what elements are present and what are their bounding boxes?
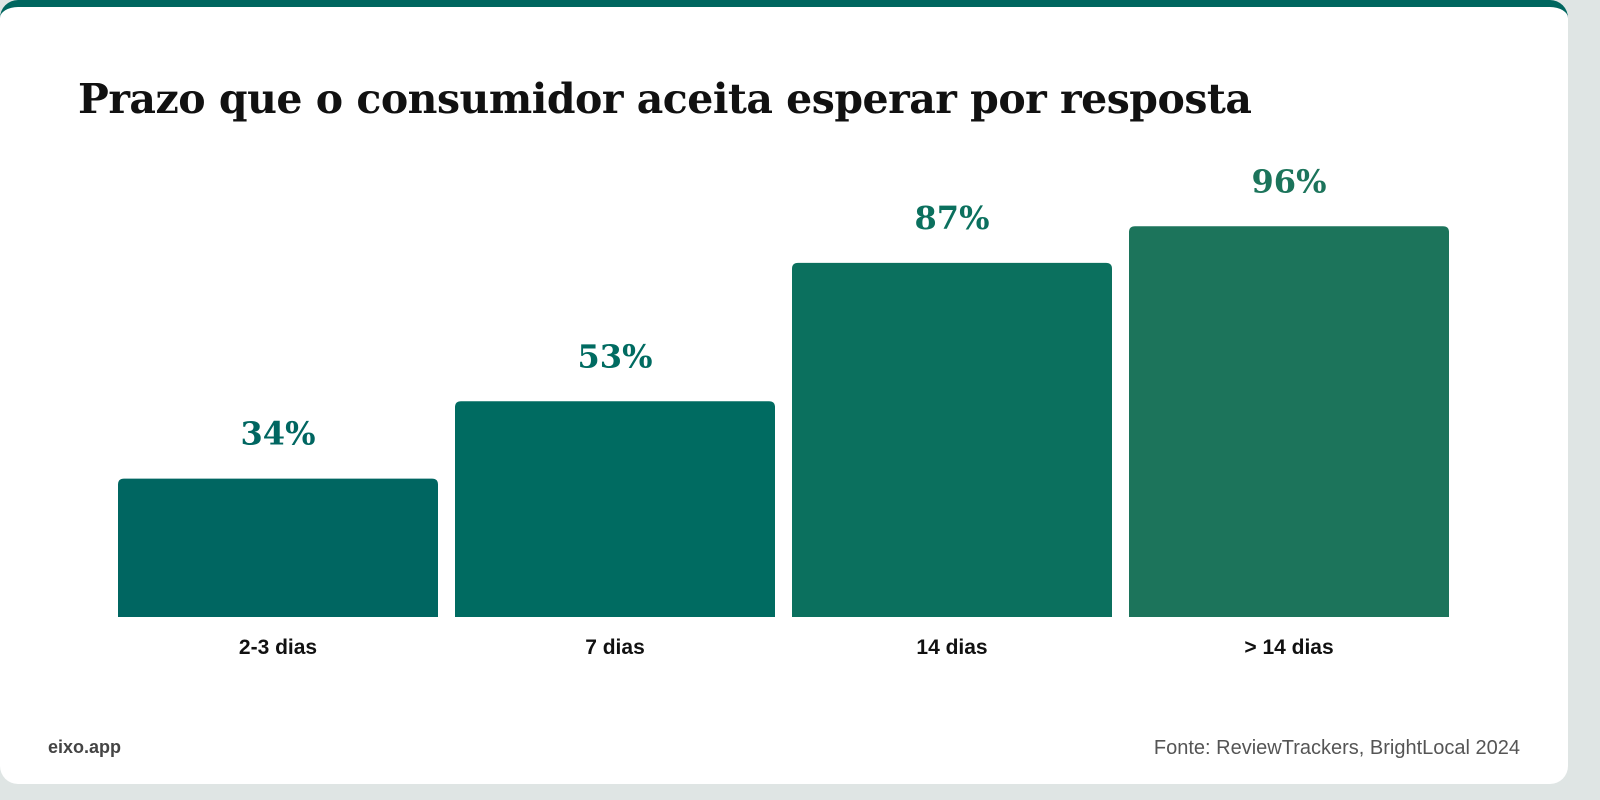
bar-1 bbox=[455, 401, 775, 617]
value-label: 87% bbox=[915, 199, 990, 237]
category-label: > 14 dias bbox=[1244, 636, 1333, 659]
bar-3 bbox=[1129, 226, 1449, 617]
category-label: 14 dias bbox=[916, 636, 987, 659]
value-label: 96% bbox=[1252, 162, 1327, 200]
value-label: 53% bbox=[578, 337, 653, 375]
bar-0 bbox=[118, 478, 438, 617]
brand-label: eixo.app bbox=[48, 737, 122, 757]
source-label: Fonte: ReviewTrackers, BrightLocal 2024 bbox=[1153, 737, 1520, 759]
category-label: 7 dias bbox=[585, 636, 645, 659]
chart-title: Prazo que o consumidor aceita esperar po… bbox=[78, 75, 1252, 123]
value-label: 34% bbox=[241, 415, 316, 453]
bar-2 bbox=[792, 262, 1112, 617]
category-label: 2-3 dias bbox=[239, 636, 317, 659]
